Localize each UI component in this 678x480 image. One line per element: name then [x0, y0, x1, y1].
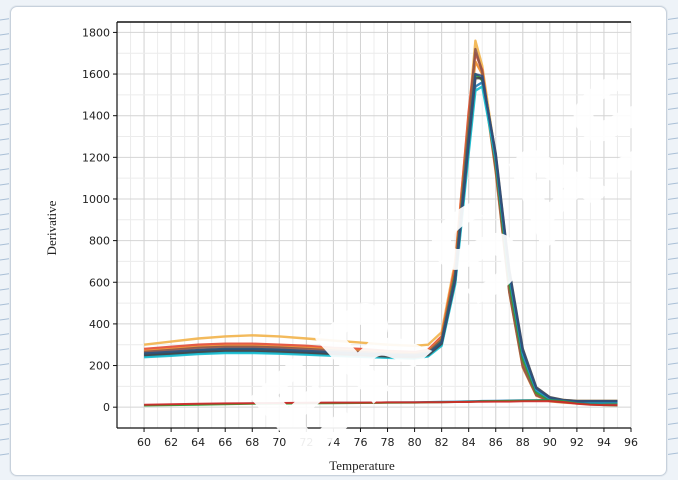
x-tick-label: 86 [489, 436, 503, 449]
x-tick-label: 88 [516, 436, 530, 449]
y-tick-label: 800 [89, 235, 110, 248]
x-tick-label: 62 [164, 436, 178, 449]
y-tick-label: 0 [103, 401, 110, 414]
x-tick-label: 96 [624, 436, 638, 449]
x-tick-label: 64 [191, 436, 205, 449]
y-tick-label: 1600 [82, 68, 110, 81]
x-tick-label: 82 [435, 436, 449, 449]
y-tick-label: 200 [89, 360, 110, 373]
y-axis-label: Derivative [44, 200, 59, 255]
x-tick-label: 60 [137, 436, 151, 449]
x-tick-label: 94 [597, 436, 611, 449]
x-axis-label: Temperature [329, 458, 395, 473]
x-tick-label: 84 [462, 436, 476, 449]
x-tick-label: 80 [408, 436, 422, 449]
series-group [143, 39, 618, 407]
series-line-12 [144, 400, 618, 407]
x-tick-label: 76 [353, 436, 367, 449]
watermark: ER SAS [226, 42, 678, 480]
y-tick-label: 1200 [82, 151, 110, 164]
y-tick-label: 600 [89, 276, 110, 289]
y-tick-label: 1400 [82, 110, 110, 123]
x-tick-label: 90 [543, 436, 557, 449]
x-tick-label: 92 [570, 436, 584, 449]
axes [113, 21, 632, 432]
x-tick-labels: 60 62 64 66 68 70 72 74 76 78 80 82 84 86 88 90 92 94 96 [137, 436, 638, 449]
x-tick-label: 68 [245, 436, 259, 449]
x-tick-label: 74 [326, 436, 340, 449]
y-tick-label: 400 [89, 318, 110, 331]
y-tick-label: 1000 [82, 193, 110, 206]
y-tick-labels: 0 200 400 600 800 1000 1200 1400 1600 1800 [82, 26, 110, 414]
x-tick-label: 66 [218, 436, 232, 449]
x-tick-label: 78 [381, 436, 395, 449]
y-tick-label: 1800 [82, 26, 110, 39]
x-tick-label: 72 [299, 436, 313, 449]
x-tick-label: 70 [272, 436, 286, 449]
